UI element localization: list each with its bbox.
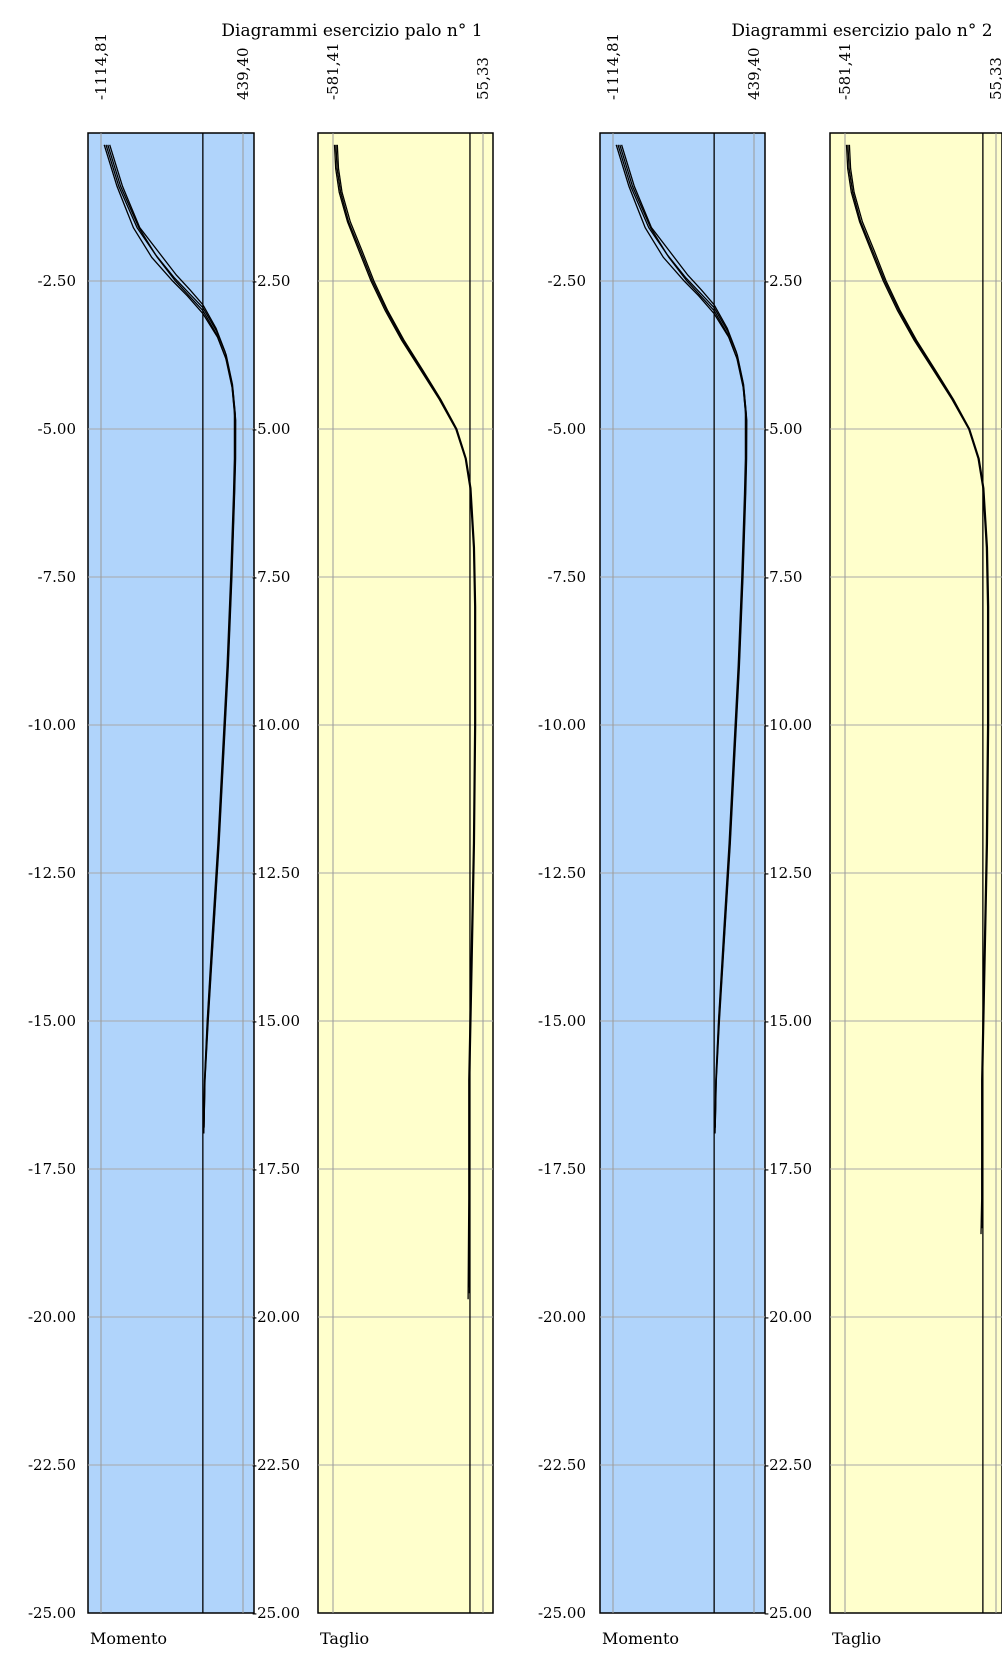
- y-tick-label: -15.00: [28, 1012, 76, 1030]
- x-tick-label: 55,33: [474, 57, 492, 100]
- y-tick-label-inner: -20.00: [252, 1308, 300, 1326]
- panel-taglio: -581,41 55,33 Taglio: [829, 42, 1002, 1648]
- x-tick-label: -1114,81: [92, 33, 110, 100]
- panel-label: Momento: [90, 1629, 167, 1648]
- series-line-3: [336, 144, 477, 1294]
- y-tick-label: -12.50: [28, 864, 76, 882]
- y-tick-label-inner: -20.00: [764, 1308, 812, 1326]
- y-tick-label: -22.50: [28, 1456, 76, 1474]
- y-tick-label: -25.00: [28, 1604, 76, 1622]
- y-tick-label: -10.00: [538, 716, 586, 734]
- series-line-3: [848, 144, 990, 1229]
- y-tick-label-inner: -12.50: [252, 864, 300, 882]
- y-tick-label-inner: -10.00: [764, 716, 812, 734]
- x-tick-label: 439,40: [234, 48, 252, 101]
- y-tick-label-inner: -2.50: [764, 272, 802, 290]
- x-tick-label: 439,40: [745, 48, 763, 101]
- panel-momento: -1114,81 439,40 Momento: [599, 33, 766, 1648]
- series-line-4: [103, 144, 237, 1128]
- y-tick-label-inner: -12.50: [764, 864, 812, 882]
- y-tick-label: -22.50: [538, 1456, 586, 1474]
- pile-diagram-group-1: Diagrammi esercizio palo n° 1 -1114,81 439…: [28, 21, 494, 1648]
- y-tick-label: -5.00: [38, 420, 76, 438]
- y-tick-label: -7.50: [548, 568, 586, 586]
- y-tick-label-inner: -2.50: [252, 272, 290, 290]
- y-tick-label: -25.00: [538, 1604, 586, 1622]
- y-tick-label-inner: -15.00: [764, 1012, 812, 1030]
- panel-label: Taglio: [320, 1629, 369, 1648]
- panel-label: Taglio: [832, 1629, 881, 1648]
- y-tick-label: -20.00: [538, 1308, 586, 1326]
- y-tick-label-inner: -15.00: [252, 1012, 300, 1030]
- y-tick-label: -12.50: [538, 864, 586, 882]
- y-tick-label: -17.50: [28, 1160, 76, 1178]
- chart-title: Diagrammi esercizio palo n° 2: [731, 21, 992, 41]
- y-tick-label-inner: -7.50: [764, 568, 802, 586]
- y-tick-label-inner: -5.00: [252, 420, 290, 438]
- y-tick-label-inner: -25.00: [764, 1604, 812, 1622]
- y-tick-label: -7.50: [38, 568, 76, 586]
- panel-momento: -1114,81 439,40 Momento: [87, 33, 255, 1648]
- y-tick-label-inner: -17.50: [764, 1160, 812, 1178]
- y-tick-label: -2.50: [38, 272, 76, 290]
- panel-taglio: -581,41 55,33 Taglio: [317, 42, 494, 1648]
- x-tick-label: -581,41: [324, 42, 342, 100]
- y-tick-label: -5.00: [548, 420, 586, 438]
- y-tick-label-inner: -25.00: [252, 1604, 300, 1622]
- y-tick-label-inner: -10.00: [252, 716, 300, 734]
- y-tick-label: -2.50: [548, 272, 586, 290]
- y-tick-label-inner: -5.00: [764, 420, 802, 438]
- panel-label: Momento: [602, 1629, 679, 1648]
- y-tick-label: -17.50: [538, 1160, 586, 1178]
- x-tick-label: -1114,81: [604, 33, 622, 100]
- series-line-4: [615, 144, 748, 1128]
- y-tick-label: -20.00: [28, 1308, 76, 1326]
- y-tick-label: -10.00: [28, 716, 76, 734]
- pile-diagram-group-2: Diagrammi esercizio palo n° 2 -1114,81 439…: [538, 21, 1002, 1648]
- y-tick-label-inner: -22.50: [764, 1456, 812, 1474]
- x-tick-label: -581,41: [836, 42, 854, 100]
- y-tick-label-inner: -7.50: [252, 568, 290, 586]
- x-tick-label: 55,33: [987, 57, 1002, 100]
- y-tick-label-inner: -17.50: [252, 1160, 300, 1178]
- y-tick-label-inner: -22.50: [252, 1456, 300, 1474]
- y-tick-label: -15.00: [538, 1012, 586, 1030]
- chart-title: Diagrammi esercizio palo n° 1: [221, 21, 482, 41]
